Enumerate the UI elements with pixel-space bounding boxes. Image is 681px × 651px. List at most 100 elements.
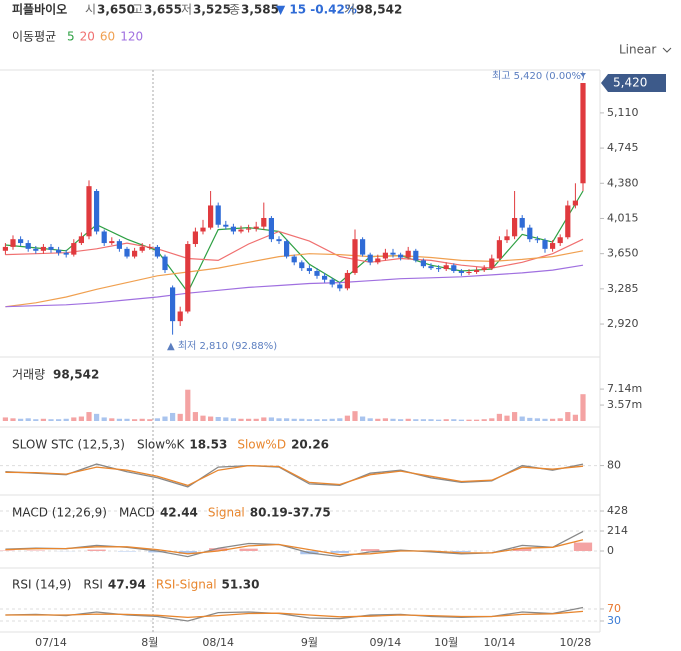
volume-bar	[10, 418, 16, 421]
candle-body	[512, 217, 518, 237]
histogram-bar	[209, 548, 228, 551]
candle-body	[154, 246, 160, 257]
candle-body	[314, 271, 320, 276]
last-price-tag	[601, 74, 666, 93]
y-tick-label: 4,380	[607, 176, 639, 189]
volume-bar	[329, 418, 335, 421]
candle-body	[177, 311, 183, 322]
volume-bar	[162, 416, 168, 421]
dropdown-arrow[interactable]	[662, 47, 672, 53]
volume-bar	[253, 418, 259, 421]
candle-body	[367, 254, 373, 263]
candle-body	[147, 246, 153, 248]
high-label: 고	[132, 3, 143, 17]
x-tick-label: 07/14	[35, 636, 67, 649]
x-tick-label: 9월	[301, 636, 318, 649]
low-label: 저	[181, 3, 192, 17]
volume-bar	[276, 418, 282, 421]
close-value: 3,585	[241, 3, 279, 17]
volume-bar	[534, 418, 540, 421]
y-tick-label: 214	[607, 524, 628, 537]
candle-body	[299, 262, 305, 269]
y-tick-label: 5,110	[607, 106, 639, 119]
candle-body	[481, 268, 487, 271]
low-value: 3,525	[193, 3, 231, 17]
y-tick-label: 3,650	[607, 247, 639, 260]
volume-bar	[208, 416, 214, 421]
panel-title: RSI (14,9)	[12, 578, 71, 592]
candle-body	[230, 226, 236, 232]
panel-title: 거래량	[12, 368, 45, 382]
volume-bar	[428, 419, 434, 421]
y-tick-label: 0	[607, 544, 614, 557]
candle-body	[329, 279, 335, 285]
volume-bar	[238, 418, 244, 421]
ma-legend: 20	[80, 30, 95, 44]
volume-bar	[420, 419, 426, 421]
high-marker	[580, 73, 586, 77]
candle-body	[291, 256, 297, 263]
x-tick-label: 10/14	[484, 636, 516, 649]
legend-value: 80.19-37.75	[250, 506, 331, 520]
volume-bar	[200, 415, 206, 421]
volume-bar	[154, 418, 160, 421]
volume-bar	[390, 418, 396, 421]
candle-body	[572, 200, 578, 206]
volume-bar	[246, 418, 252, 421]
volume-bar	[527, 417, 533, 421]
candle-body	[390, 252, 396, 255]
x-tick-label: 10/28	[560, 636, 592, 649]
candle-body	[534, 239, 540, 241]
y-tick-label: 4,015	[607, 211, 639, 224]
x-tick-label: 08/14	[202, 636, 234, 649]
histogram-bar	[452, 550, 471, 552]
volume-bar	[40, 418, 46, 421]
volume-value: 98,542	[356, 3, 402, 17]
volume-bar	[512, 412, 518, 421]
candle-body	[246, 228, 252, 230]
histogram-bar	[148, 550, 167, 553]
candle-body	[71, 243, 77, 255]
candle-body	[200, 227, 206, 232]
y-tick-label: 4,745	[607, 141, 639, 154]
change: ▼ 15 -0.42%	[276, 3, 357, 17]
volume-bar	[557, 418, 563, 421]
x-tick-label: 09/14	[370, 636, 402, 649]
candle-body	[101, 231, 107, 244]
ma-legend: 5	[67, 30, 75, 44]
histogram-bar	[87, 549, 106, 551]
candle-body	[375, 258, 381, 263]
candle-body	[360, 239, 366, 255]
candle-body	[48, 246, 54, 250]
open-value: 3,650	[97, 3, 135, 17]
volume-bar	[443, 419, 449, 421]
scale-selector[interactable]: Linear	[619, 43, 656, 57]
x-tick-label: 10월	[434, 636, 458, 649]
volume-bar	[291, 418, 297, 421]
candle-body	[489, 258, 495, 269]
candle-body	[519, 217, 525, 228]
candle-body	[458, 271, 464, 273]
indicator-line	[5, 539, 584, 556]
candle-body	[527, 227, 533, 240]
candle-body	[94, 190, 100, 232]
volume-bar	[261, 417, 267, 421]
candle-body	[132, 250, 138, 257]
volume-bar	[360, 416, 366, 421]
y-tick-label: 3,285	[607, 282, 639, 295]
volume-bar	[78, 416, 84, 421]
y-tick-label: 428	[607, 504, 628, 517]
volume-bar	[132, 419, 138, 421]
indicator-line	[5, 190, 584, 294]
legend-value: 51.30	[222, 578, 260, 592]
candle-body	[557, 237, 563, 244]
legend-name: Slow%D	[237, 438, 286, 452]
candle-body	[208, 205, 214, 228]
candle-body	[261, 217, 267, 227]
volume-bar	[496, 413, 502, 421]
high-value: 3,655	[144, 3, 182, 17]
histogram-bar	[361, 549, 380, 551]
volume-bar	[48, 419, 54, 421]
volume-bar	[139, 418, 145, 421]
